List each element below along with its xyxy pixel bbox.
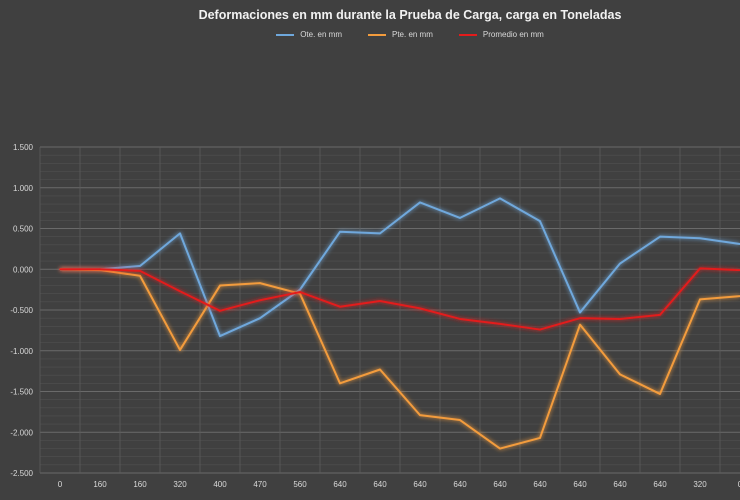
data-point [179, 349, 181, 351]
data-point [699, 267, 701, 270]
grid [39, 146, 740, 474]
x-tick-label: 640 [453, 480, 467, 489]
series-line-1 [59, 268, 740, 450]
legend-label-promedio: Promedio en mm [482, 30, 544, 39]
y-tick-label: -2.000 [10, 428, 33, 437]
legend-label-pte: Pte. en mm [391, 30, 433, 39]
x-tick-label: 400 [213, 480, 227, 489]
data-point [699, 237, 701, 240]
data-point [299, 288, 301, 291]
legend-label-ote: Ote. en mm [300, 30, 342, 39]
y-tick-label: -0.500 [10, 306, 33, 315]
data-point [59, 268, 61, 271]
data-point [219, 284, 221, 287]
data-point [339, 305, 341, 308]
series-line-2 [60, 267, 740, 331]
data-point [339, 382, 341, 385]
data-point [219, 310, 221, 312]
y-tick-label: 1.500 [13, 143, 34, 152]
x-tick-label: 640 [613, 480, 627, 489]
data-point [499, 447, 501, 450]
data-point [179, 232, 181, 235]
chart-title: Deformaciones en mm durante la Prueba de… [198, 8, 622, 22]
x-axis-ticks: 0 160 160 320 400 470 560 640 640 640 640 640 640 640… [58, 480, 740, 489]
data-point [419, 414, 421, 416]
data-point [259, 299, 261, 302]
y-tick-label: 0.000 [13, 265, 34, 274]
data-point [379, 300, 381, 302]
x-tick-label: 640 [653, 480, 667, 489]
data-point [419, 201, 421, 204]
x-tick-label: 640 [413, 480, 427, 489]
data-point [139, 265, 141, 267]
data-point [619, 318, 621, 320]
data-point [539, 437, 541, 439]
data-point [539, 328, 541, 331]
data-point [539, 220, 541, 222]
data-point [259, 282, 261, 284]
x-tick-label: 640 [333, 480, 347, 489]
data-point [379, 368, 381, 371]
x-tick-label: 560 [293, 480, 307, 489]
x-tick-label: 640 [573, 480, 587, 489]
y-tick-label: 0.500 [13, 225, 34, 234]
data-point [579, 317, 581, 319]
data-point [579, 323, 581, 326]
legend-swatch-pte [367, 33, 386, 36]
data-point [619, 262, 621, 265]
data-point [379, 232, 381, 235]
x-tick-label: 640 [373, 480, 387, 489]
y-tick-label: 1.000 [13, 184, 34, 193]
data-point [219, 335, 221, 337]
legend: Ote. en mm Pte. en mm Promedio en mm [0, 30, 740, 39]
x-tick-label: 640 [493, 480, 507, 489]
legend-item-ote: Ote. en mm [276, 30, 342, 39]
x-tick-label: 0 [738, 480, 740, 489]
data-point [619, 373, 621, 376]
legend-swatch-promedio [458, 33, 477, 36]
data-point [419, 307, 421, 310]
y-tick-label: -1.500 [10, 388, 33, 397]
data-point [339, 230, 341, 233]
data-point [459, 217, 461, 219]
data-point [259, 317, 261, 319]
data-point [179, 290, 181, 293]
data-point [659, 314, 661, 316]
data-point [459, 318, 461, 320]
data-point [699, 298, 701, 301]
legend-item-pte: Pte. en mm [367, 30, 433, 39]
x-tick-label: 160 [93, 480, 107, 489]
data-point [499, 323, 501, 325]
data-point [659, 235, 661, 238]
x-tick-label: 640 [533, 480, 547, 489]
y-axis-ticks: 1.500 1.000 0.500 0.000 -0.500 -1.000 -1.500 -2… [10, 143, 33, 478]
x-tick-label: 160 [133, 480, 147, 489]
x-tick-label: 470 [253, 480, 267, 489]
x-tick-label: 0 [58, 480, 63, 489]
x-tick-label: 320 [173, 480, 187, 489]
data-point [459, 419, 461, 421]
legend-item-promedio: Promedio en mm [458, 30, 544, 39]
data-point [579, 311, 581, 314]
data-point [299, 292, 301, 295]
data-point [139, 274, 141, 277]
y-tick-label: -2.500 [10, 469, 33, 478]
data-point [99, 268, 101, 271]
y-tick-label: -1.000 [10, 347, 33, 356]
legend-swatch-ote [276, 33, 295, 36]
x-tick-label: 320 [693, 480, 707, 489]
data-point [659, 393, 661, 395]
data-point [499, 197, 501, 200]
data-point [139, 270, 141, 272]
series-line-0 [60, 197, 740, 338]
data-point [299, 291, 301, 293]
series-lines [59, 197, 740, 450]
